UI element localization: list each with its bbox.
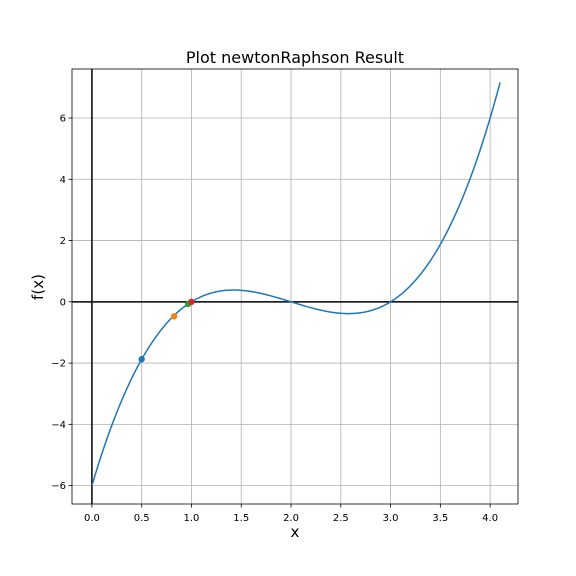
x-tick-label: 2.5: [333, 513, 349, 524]
x-tick-label: 3.5: [432, 513, 448, 524]
x-tick-label: 4.0: [482, 513, 498, 524]
iteration-points: [138, 298, 195, 363]
x-tick-label: 2.0: [283, 513, 299, 524]
chart-title: Plot newtonRaphson Result: [186, 48, 404, 67]
axes-background: [72, 69, 518, 504]
y-tick-label: 4: [60, 175, 66, 186]
y-tick-label: −6: [51, 481, 66, 492]
x-tick-label: 1.0: [184, 513, 200, 524]
y-tick-label: 2: [60, 236, 66, 247]
function-curve: [91, 82, 501, 486]
y-tick-label: 6: [60, 114, 66, 125]
iteration-point: [170, 313, 178, 320]
y-tick-layer: −6 −4 −2 0 2 4 6: [51, 114, 72, 492]
y-tick-label: −4: [51, 420, 66, 431]
iteration-point: [188, 298, 195, 306]
grid-layer: [72, 69, 518, 504]
y-axis-label: f(x): [29, 274, 47, 300]
y-tick-label: −2: [51, 359, 66, 370]
x-tick-label: 3.0: [383, 513, 399, 524]
reference-lines: [72, 69, 518, 504]
x-tick-label: 0.0: [84, 513, 100, 524]
plot-area: [71, 68, 519, 505]
x-tick-layer: 0.0 0.5 1.0 1.5 2.0 2.5 3.0 3.5 4.0: [84, 504, 498, 524]
x-axis-label: x: [291, 523, 300, 541]
x-tick-label: 1.5: [233, 513, 249, 524]
y-tick-label: 0: [60, 297, 66, 308]
iteration-point: [138, 356, 145, 363]
x-tick-label: 0.5: [134, 513, 150, 524]
axes-frame: [71, 68, 519, 505]
